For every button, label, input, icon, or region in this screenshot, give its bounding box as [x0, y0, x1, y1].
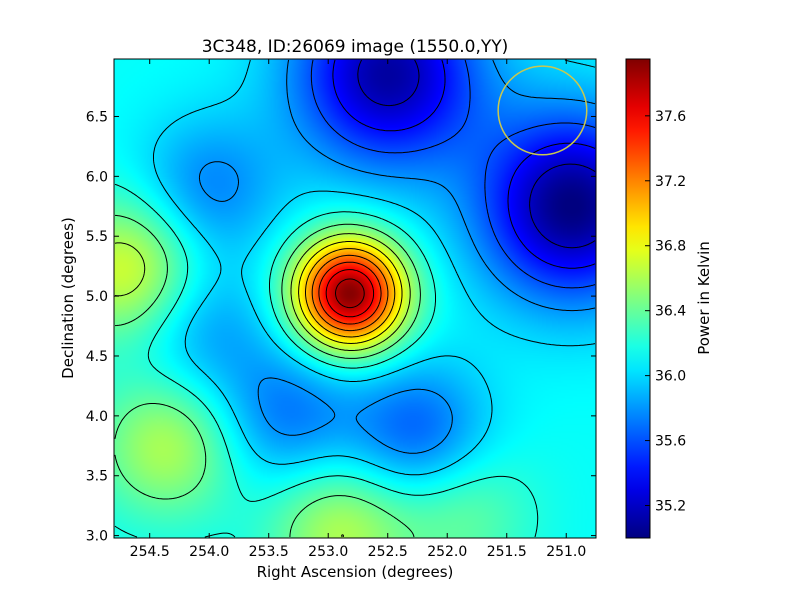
- x-tick-label: 252.0: [427, 544, 467, 560]
- contour-line: [357, 59, 596, 249]
- contour-line: [114, 183, 539, 538]
- heatmap-plot: [113, 58, 597, 539]
- x-tick-label: 253.5: [249, 544, 289, 560]
- y-tick-label: 5.0: [86, 289, 108, 305]
- x-tick-label: 254.0: [189, 544, 229, 560]
- contour-line: [198, 59, 596, 454]
- colorbar-label: Power in Kelvin: [695, 241, 713, 355]
- chart-title: 3C348, ID:26069 image (1550.0,YY): [202, 37, 509, 57]
- contour-line: [305, 248, 396, 338]
- colorbar-tick-label: 35.2: [655, 499, 686, 515]
- colorbar-tick-label: 36.0: [655, 369, 686, 385]
- y-tick-label: 4.0: [86, 409, 108, 425]
- colorbar-tick-label: 36.8: [655, 239, 686, 255]
- x-tick-label: 252.5: [368, 544, 408, 560]
- colorbar-tick-label: 35.6: [655, 434, 686, 450]
- x-tick-label: 251.5: [487, 544, 527, 560]
- y-tick-label: 4.5: [86, 349, 108, 365]
- y-tick-label: 6.0: [86, 169, 108, 185]
- x-tick-label: 254.5: [130, 544, 170, 560]
- x-axis-label: Right Ascension (degrees): [257, 563, 454, 581]
- contour-line: [153, 59, 596, 476]
- x-axis: 254.5 254.0 253.5 253.0 252.5 252.0 251.5 251.0: [130, 59, 586, 560]
- y-tick-label: 5.5: [86, 229, 108, 245]
- beam-circle: [497, 65, 588, 156]
- colorbar-tick-label: 36.4: [655, 304, 686, 320]
- colorbar-tick-label: 37.2: [655, 174, 686, 190]
- y-tick-label: 3.0: [86, 529, 108, 545]
- contour-line: [318, 261, 382, 325]
- colorbar-ticks: 35.2 35.6 36.0 36.4 36.8 37.2 37.6: [645, 109, 686, 515]
- y-tick-label: 6.5: [86, 109, 108, 125]
- contour-lines: [114, 59, 596, 538]
- contour-line: [325, 269, 375, 318]
- contour-line: [114, 214, 421, 538]
- plot-frame: [113, 58, 597, 539]
- colorbar-tick-label: 37.6: [655, 109, 686, 125]
- colorbar: 35.2 35.6 36.0 36.4 36.8 37.2 37.6 Power in Ke…: [625, 58, 713, 539]
- y-axis-label: Declination (degrees): [59, 217, 77, 379]
- contour-line: [332, 59, 596, 269]
- y-tick-label: 3.5: [86, 469, 108, 485]
- x-tick-label: 253.0: [308, 544, 348, 560]
- y-axis: 3.0 3.5 4.0 4.5 5.0 5.5 6.0 6.5: [86, 109, 596, 545]
- contour-line: [335, 278, 365, 309]
- contour-line: [311, 254, 389, 332]
- contour-line: [114, 233, 411, 538]
- contour-line: [298, 241, 403, 344]
- colorbar-ramp: [625, 58, 651, 539]
- x-tick-label: 251.0: [546, 544, 586, 560]
